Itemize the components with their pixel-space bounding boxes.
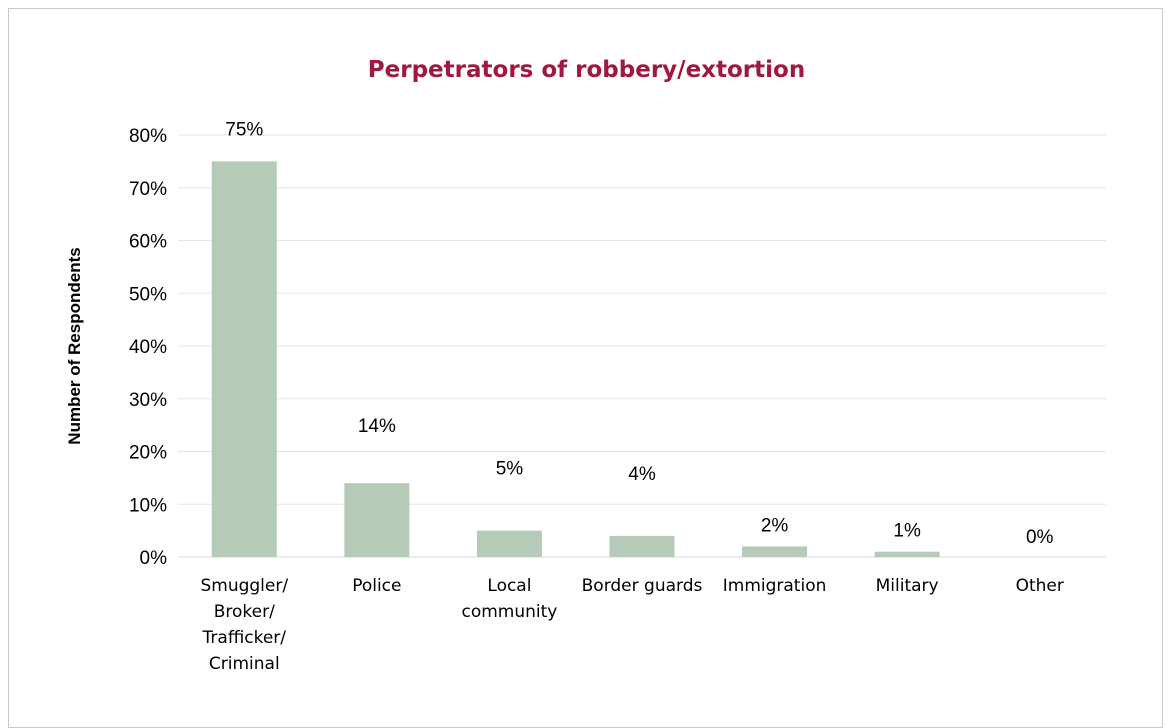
x-category-label: Smuggler/Broker/Trafficker/Criminal: [200, 576, 288, 674]
gridlines: [178, 134, 1106, 558]
data-label: 75%: [225, 119, 263, 140]
y-tick-label: 60%: [129, 232, 167, 253]
y-tick-label: 70%: [129, 179, 167, 200]
chart-title: Perpetrators of robbery/extortion: [367, 57, 806, 83]
y-axis-title: Number of Respondents: [65, 247, 84, 444]
y-tick-label: 20%: [129, 443, 167, 464]
x-category-label: Border guards: [582, 576, 703, 596]
data-label: 5%: [496, 459, 524, 480]
y-tick-label: 0%: [140, 548, 168, 569]
bar: [211, 161, 277, 557]
y-tick-label: 80%: [129, 126, 167, 147]
data-label: 14%: [358, 416, 396, 437]
data-label: 2%: [761, 515, 789, 536]
x-category-label: Other: [1016, 576, 1064, 596]
y-tick-label: 40%: [129, 337, 167, 358]
data-label: 4%: [628, 464, 656, 485]
y-tick-label: 30%: [129, 390, 167, 411]
data-label: 1%: [893, 521, 921, 542]
y-tick-label: 10%: [129, 495, 167, 516]
bars: [211, 161, 940, 557]
y-tick-label: 50%: [129, 284, 167, 305]
data-label: 0%: [1026, 527, 1054, 548]
x-category-label: Immigration: [723, 576, 827, 596]
x-category-label: Police: [352, 576, 401, 596]
bar: [609, 535, 675, 557]
bar: [344, 483, 410, 557]
labels: 0% 10% 20% 30% 40% 50% 60% 70% 80% 75% Smuggler/Br…: [129, 119, 1064, 674]
chart-frame: [8, 8, 1163, 728]
bar: [742, 546, 808, 557]
bar: [874, 551, 940, 557]
x-category-label: Local community: [461, 576, 557, 622]
bar-chart: 0% 10% 20% 30% 40% 50% 60% 70% 80% 75% Smuggler/Br…: [65, 119, 1106, 674]
x-category-label: Military: [876, 576, 939, 596]
bar: [476, 530, 542, 557]
